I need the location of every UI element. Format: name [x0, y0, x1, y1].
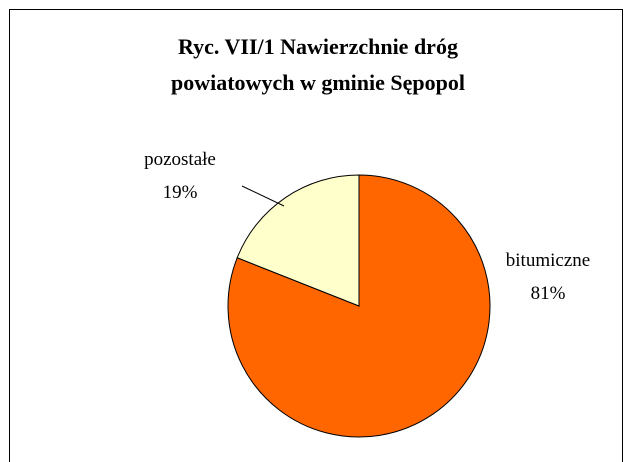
leader-line	[241, 185, 285, 207]
slice-label: bitumiczne	[506, 250, 590, 271]
chart-title: powiatowych w gminie Sępopol	[171, 70, 465, 95]
pie-slice	[236, 174, 360, 307]
slice-label: pozostałe	[144, 149, 216, 170]
pie	[227, 174, 491, 438]
value-label: 19%	[163, 182, 198, 203]
chart-title: Ryc. VII/1 Nawierzchnie dróg	[178, 34, 458, 59]
value-label: 81%	[531, 283, 566, 304]
